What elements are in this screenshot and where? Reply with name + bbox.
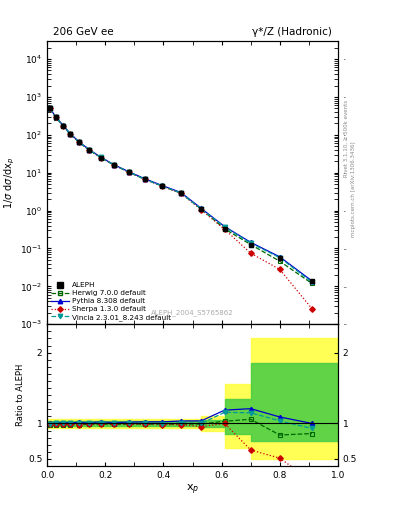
Text: γ*/Z (Hadronic): γ*/Z (Hadronic) bbox=[252, 27, 332, 37]
Text: ALEPH_2004_S5765862: ALEPH_2004_S5765862 bbox=[151, 309, 234, 316]
X-axis label: x$_p$: x$_p$ bbox=[186, 482, 199, 497]
Text: Rivet 3.1.10, ≥ 500k events: Rivet 3.1.10, ≥ 500k events bbox=[344, 100, 349, 177]
Y-axis label: Ratio to ALEPH: Ratio to ALEPH bbox=[16, 364, 25, 426]
Y-axis label: 1/$\sigma$ d$\sigma$/dx$_p$: 1/$\sigma$ d$\sigma$/dx$_p$ bbox=[3, 156, 17, 209]
Text: mcplots.cern.ch [arXiv:1306.3436]: mcplots.cern.ch [arXiv:1306.3436] bbox=[351, 142, 356, 237]
Legend: ALEPH, Herwig 7.0.0 default, Pythia 8.308 default, Sherpa 1.3.0 default, Vincia : ALEPH, Herwig 7.0.0 default, Pythia 8.30… bbox=[51, 283, 171, 321]
Text: 206 GeV ee: 206 GeV ee bbox=[53, 27, 114, 37]
